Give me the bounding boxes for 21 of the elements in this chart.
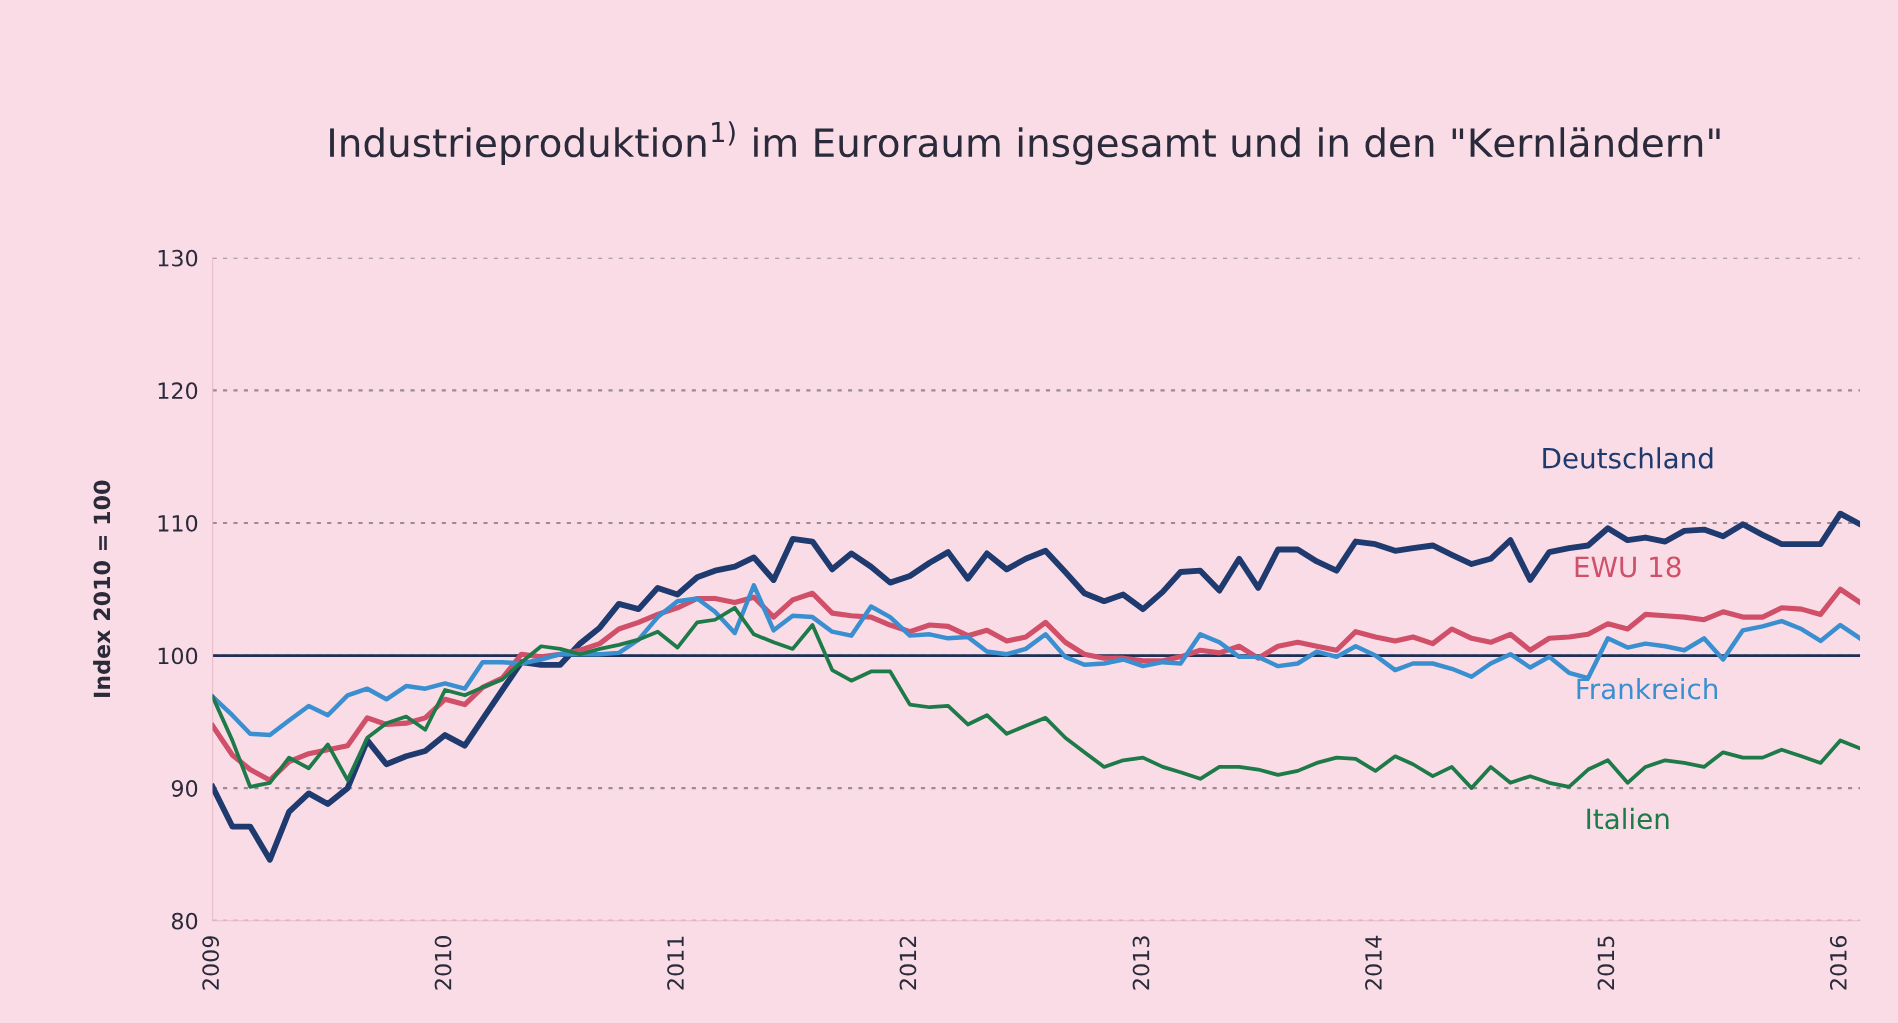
y-tick-label: 130 [158, 249, 198, 267]
y-tick-label: 100 [158, 647, 198, 665]
x-tick-label: 2009 [202, 936, 220, 990]
line-series [212, 583, 1861, 738]
series-label: Frankreich [1577, 677, 1718, 700]
x-tick-label: 2011 [667, 936, 684, 990]
series-label: EWU 18 [1575, 556, 1681, 578]
x-tick-label: 2012 [899, 936, 917, 990]
y-tick-label: 110 [158, 514, 198, 532]
y-tick-label: 80 [171, 912, 198, 930]
y-axis-title: Index 2010 = 100 [93, 480, 111, 697]
x-tick-label: 2010 [434, 936, 452, 990]
y-tick-label: 120 [158, 382, 198, 400]
x-tick-label: 2016 [1829, 935, 1847, 990]
text: Deutschland [1543, 447, 1713, 469]
x-tick-label: 2013 [1132, 936, 1150, 990]
x-tick-label: 2015 [1597, 936, 1615, 990]
series-label: Italien [1587, 807, 1669, 830]
y-tick-label: 90 [171, 780, 198, 797]
x-tick-label: 2014 [1365, 935, 1382, 990]
chart-title: Industrieproduktion$^{1)}$ im Euroraum insgesamt und in den "Kernländern" [330, 121, 1720, 165]
